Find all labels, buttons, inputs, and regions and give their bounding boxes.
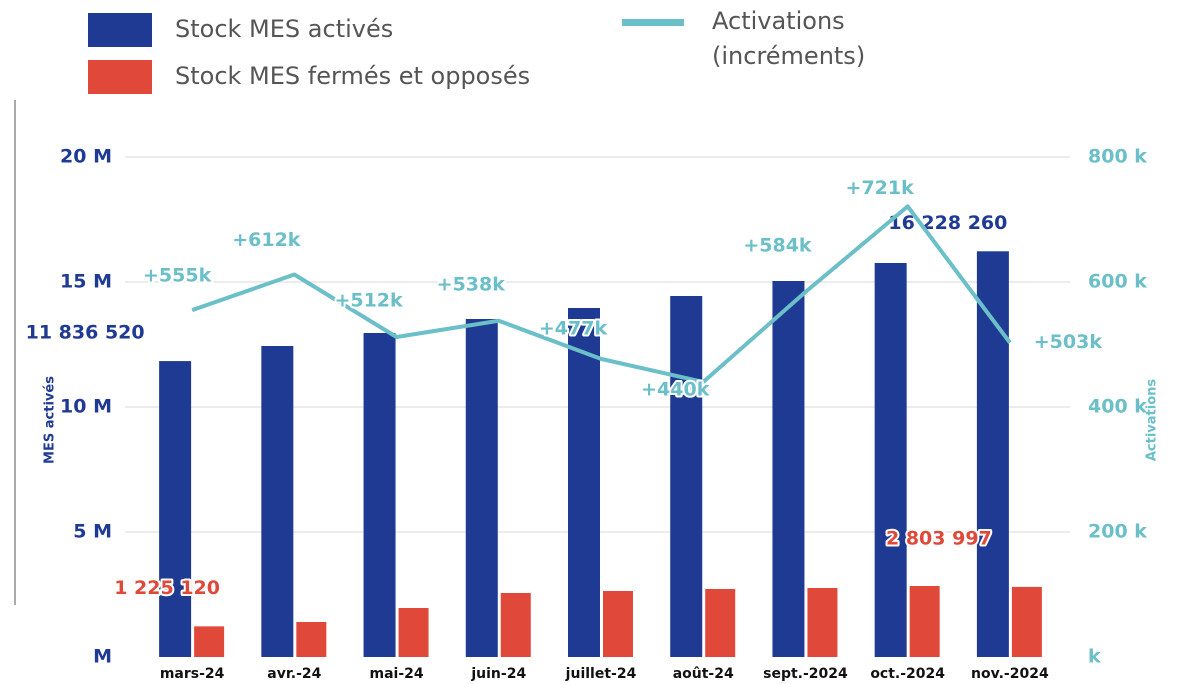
legend-label: Stock MES fermés et opposés [175,62,530,90]
y2-tick-label: 400 k [1088,396,1147,418]
x-tick-label: mai-24 [369,666,423,682]
data-label: +477k [539,317,608,339]
legend-label: Activations (incréments) [712,7,865,70]
y2-tick-label: 800 k [1088,146,1147,168]
y-tick-label: 5 M [73,521,112,543]
x-tick-label: août-24 [673,666,734,682]
bar [398,608,429,657]
data-label: +538k [437,273,506,295]
bar [603,591,633,657]
x-tick-label: juin-24 [470,666,526,682]
bar [670,296,703,657]
bar [807,588,838,657]
data-label: +503k [1034,331,1103,353]
legend-label: Stock MES activés [175,15,393,43]
y2-tick-label: 200 k [1088,521,1147,543]
data-label: +721k [846,177,915,199]
legend-swatch [622,19,684,26]
data-label: +440k [641,379,710,401]
x-tick-label: juillet-24 [565,666,637,682]
y-tick-label: 10 M [60,396,112,418]
y-tick-label: 15 M [60,271,112,293]
bar [363,333,396,657]
bar [296,622,327,657]
line [191,204,1012,384]
x-tick-label: sept.-2024 [763,666,848,682]
bar [568,308,600,657]
data-label: 16 228 260 [888,212,1007,234]
x-tick-label: mars-24 [160,666,225,682]
bar [500,593,531,657]
bar [909,586,940,657]
legend-swatch [88,13,152,47]
bar [874,263,907,657]
x-tick-label: oct.-2024 [870,666,945,682]
bar [1011,586,1042,657]
bar [159,361,192,657]
data-label: +512k [334,290,403,312]
bar [465,319,498,657]
y2-axis-title: Activations [1145,379,1160,462]
x-tick-label: avr.-24 [267,666,321,682]
x-tick-label: nov.-2024 [971,666,1049,682]
bar [976,251,1009,657]
y-tick-label: 20 M [60,146,112,168]
data-label: 1 225 120 [114,577,220,599]
y-tick-label: M [93,646,112,668]
bar [194,626,225,657]
y2-tick-label: 600 k [1088,271,1147,293]
data-label: +584k [743,235,812,257]
data-label: 2 803 997 [886,527,992,549]
bar [261,346,294,657]
y-axis-title: MES activés [43,376,58,464]
bar [705,589,736,657]
data-label: +555k [143,265,212,287]
data-label: 11 836 520 [26,322,145,344]
legend-swatch [88,60,152,94]
bar [772,281,805,657]
y2-tick-label: k [1088,646,1101,668]
data-label: +612k [232,229,301,251]
